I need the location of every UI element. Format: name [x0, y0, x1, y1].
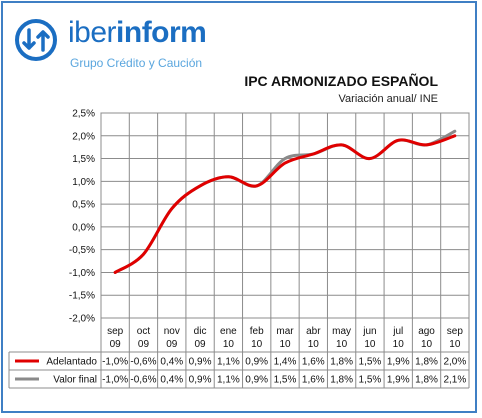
table-value: -1,0% — [102, 357, 128, 368]
table-value: -0,6% — [130, 375, 156, 386]
table-value: 0,9% — [245, 375, 268, 386]
legend-label: Valor final — [53, 375, 97, 386]
table-value: 1,8% — [330, 375, 353, 386]
table-value: 2,1% — [443, 375, 466, 386]
table-value: 1,5% — [359, 375, 382, 386]
x-tick-label-month: abr — [306, 326, 321, 337]
x-tick-label-year: 10 — [449, 339, 461, 350]
x-tick-label-year: 09 — [166, 339, 178, 350]
table-value: 2,0% — [443, 357, 466, 368]
x-tick-label-year: 10 — [251, 339, 263, 350]
table-value: 0,4% — [160, 375, 183, 386]
x-tick-label-year: 09 — [110, 339, 122, 350]
table-value: 1,5% — [359, 357, 382, 368]
table-value: 1,8% — [415, 357, 438, 368]
x-tick-label-month: jun — [362, 326, 376, 337]
y-tick-label: 2,0% — [72, 131, 95, 142]
x-tick-label-year: 10 — [421, 339, 433, 350]
table-value: 1,9% — [387, 375, 410, 386]
x-tick-label-month: oct — [137, 326, 151, 337]
legend-label: Adelantado — [46, 357, 97, 368]
brand-name: iberinform — [68, 16, 207, 50]
table-value: 0,9% — [189, 375, 212, 386]
table-value: 0,9% — [245, 357, 268, 368]
brand-tagline: Grupo Crédito y Caución — [70, 56, 203, 70]
x-tick-label-year: 09 — [195, 339, 207, 350]
x-tick-label-year: 10 — [336, 339, 348, 350]
y-tick-label: -0,5% — [69, 245, 95, 256]
table-value: 0,9% — [189, 357, 212, 368]
x-tick-label-month: ago — [418, 326, 435, 337]
y-tick-label: -1,5% — [69, 291, 95, 302]
table-value: 1,6% — [302, 375, 325, 386]
table-value: 1,8% — [330, 357, 353, 368]
x-tick-label-month: jul — [392, 326, 403, 337]
y-tick-label: 0,5% — [72, 200, 95, 211]
x-tick-label-year: 10 — [279, 339, 291, 350]
x-tick-label-year: 09 — [138, 339, 150, 350]
iberinform-logo-icon — [15, 19, 57, 61]
brand-name-light: iber — [68, 16, 117, 49]
x-tick-label-year: 10 — [308, 339, 320, 350]
table-value: -1,0% — [102, 375, 128, 386]
table-value: -0,6% — [130, 357, 156, 368]
x-tick-label-year: 10 — [393, 339, 405, 350]
x-tick-label-month: dic — [194, 326, 207, 337]
series-line-adelantado — [113, 134, 457, 274]
x-tick-label-month: may — [332, 326, 351, 337]
x-tick-label-month: mar — [276, 326, 294, 337]
table-value: 1,5% — [274, 375, 297, 386]
table-value: 1,1% — [217, 375, 240, 386]
y-tick-label: 1,5% — [72, 154, 95, 165]
table-value: 1,8% — [415, 375, 438, 386]
y-tick-label: 2,5% — [72, 109, 95, 120]
chart-subtitle: Variación anual/ INE — [338, 93, 438, 105]
x-tick-label-month: nov — [164, 326, 180, 337]
y-tick-label: 1,0% — [72, 177, 95, 188]
x-tick-label-month: ene — [220, 326, 237, 337]
x-tick-label-month: sep — [107, 326, 124, 337]
x-tick-label-month: sep — [447, 326, 464, 337]
table-value: 1,6% — [302, 357, 325, 368]
brand-name-bold: inform — [116, 16, 207, 49]
x-tick-label-year: 10 — [364, 339, 376, 350]
x-tick-label-month: feb — [250, 326, 264, 337]
chart-title: IPC ARMONIZADO ESPAÑOL — [244, 73, 438, 89]
table-value: 1,4% — [274, 357, 297, 368]
table-value: 0,4% — [160, 357, 183, 368]
table-value: 1,9% — [387, 357, 410, 368]
x-tick-label-year: 10 — [223, 339, 235, 350]
y-tick-label: -1,0% — [69, 268, 95, 279]
y-tick-label: -2,0% — [69, 314, 95, 325]
y-tick-label: 0,0% — [72, 222, 95, 233]
table-value: 1,1% — [217, 357, 240, 368]
